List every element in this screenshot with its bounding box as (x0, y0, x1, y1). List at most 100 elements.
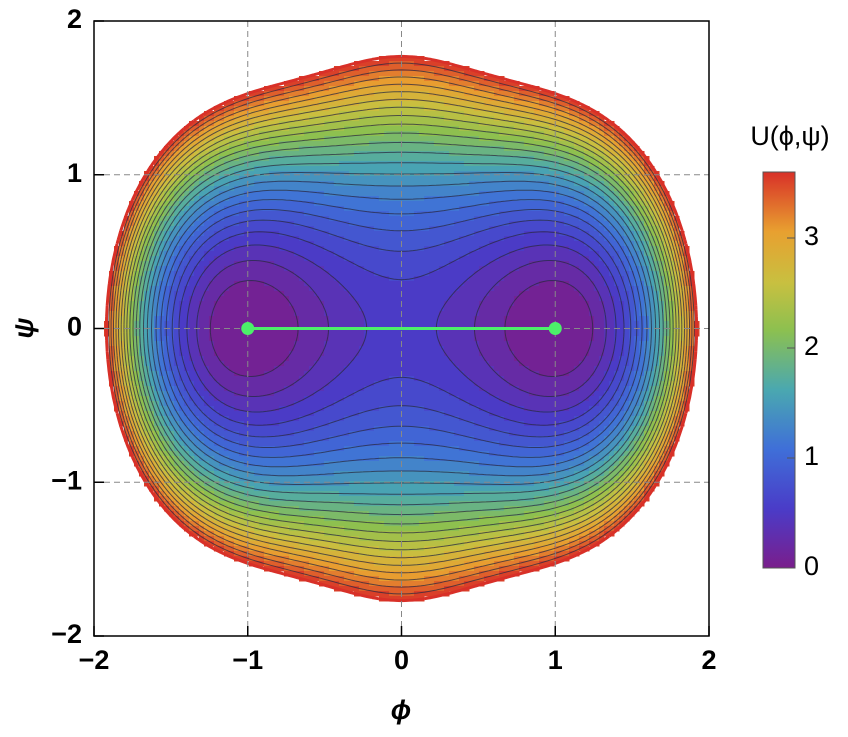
band-cell (209, 396, 215, 402)
band-cell (374, 411, 380, 417)
band-cell (359, 436, 365, 442)
band-cell (264, 436, 270, 442)
band-cell (354, 231, 360, 237)
band-cell (304, 301, 310, 307)
band-cell (184, 516, 190, 522)
band-cell (259, 556, 265, 562)
band-cell (334, 466, 340, 472)
band-cell (284, 176, 290, 182)
band-cell (314, 276, 320, 282)
band-cell (369, 286, 375, 292)
band-cell (389, 81, 395, 87)
band-cell (214, 276, 220, 282)
band-cell (319, 446, 325, 452)
band-cell (364, 301, 370, 307)
band-cell (114, 361, 120, 367)
band-cell (154, 291, 160, 297)
band-cell (279, 221, 285, 227)
band-cell (284, 346, 290, 352)
band-cell (374, 431, 380, 437)
band-cell (284, 426, 290, 432)
band-cell (214, 411, 220, 417)
band-cell (179, 186, 185, 192)
band-cell (204, 246, 210, 252)
band-cell (129, 266, 135, 272)
band-cell (389, 416, 395, 422)
band-cell (289, 361, 295, 367)
band-cell (359, 211, 365, 217)
band-cell (389, 236, 395, 242)
band-cell (364, 306, 370, 312)
band-cell (329, 76, 335, 82)
band-cell (389, 96, 395, 102)
band-cell (369, 241, 375, 247)
band-cell (159, 201, 165, 207)
band-cell (249, 481, 255, 487)
band-cell (249, 286, 255, 292)
band-cell (329, 331, 335, 337)
band-cell (244, 441, 250, 447)
band-cell (324, 261, 330, 267)
band-cell (164, 201, 170, 207)
band-cell (149, 391, 155, 397)
band-cell (234, 446, 240, 452)
band-cell (234, 486, 240, 492)
band-cell (229, 116, 235, 122)
band-cell (184, 376, 190, 382)
band-cell (189, 341, 195, 347)
band-cell (239, 166, 245, 172)
band-cell (339, 411, 345, 417)
band-cell (269, 271, 275, 277)
band-cell (254, 381, 260, 387)
band-cell (259, 551, 265, 557)
band-cell (139, 301, 145, 307)
band-cell (274, 191, 280, 197)
band-cell (284, 531, 290, 537)
band-cell (259, 291, 265, 297)
band-cell (159, 166, 165, 172)
band-cell (194, 441, 200, 447)
band-cell (279, 201, 285, 207)
band-cell (199, 451, 205, 457)
band-cell (249, 531, 255, 537)
band-cell (254, 271, 260, 277)
band-cell (269, 426, 275, 432)
band-cell (314, 121, 320, 127)
band-cell (204, 471, 210, 477)
band-cell (294, 251, 300, 257)
band-cell (339, 331, 345, 337)
band-cell (309, 461, 315, 467)
band-cell (329, 211, 335, 217)
band-cell (334, 476, 340, 482)
band-cell (124, 261, 130, 267)
band-cell (374, 486, 380, 492)
band-cell (154, 181, 160, 187)
band-cell (284, 86, 290, 92)
band-cell (339, 261, 345, 267)
band-cell (144, 221, 150, 227)
band-cell (249, 451, 255, 457)
band-cell (194, 151, 200, 157)
band-cell (369, 291, 375, 297)
band-cell (229, 246, 235, 252)
band-cell (369, 331, 375, 337)
band-cell (294, 571, 300, 577)
band-cell (304, 221, 310, 227)
band-cell (374, 311, 380, 317)
band-cell (309, 76, 315, 82)
band-cell (369, 416, 375, 422)
band-cell (334, 411, 340, 417)
band-cell (344, 546, 350, 552)
band-cell (309, 331, 315, 337)
band-cell (374, 521, 380, 527)
band-cell (279, 146, 285, 152)
band-cell (254, 306, 260, 312)
band-cell (364, 461, 370, 467)
band-cell (349, 426, 355, 432)
band-cell (374, 236, 380, 242)
band-cell (159, 426, 165, 432)
band-cell (234, 311, 240, 317)
band-cell (184, 291, 190, 297)
band-cell (259, 371, 265, 377)
band-cell (339, 521, 345, 527)
